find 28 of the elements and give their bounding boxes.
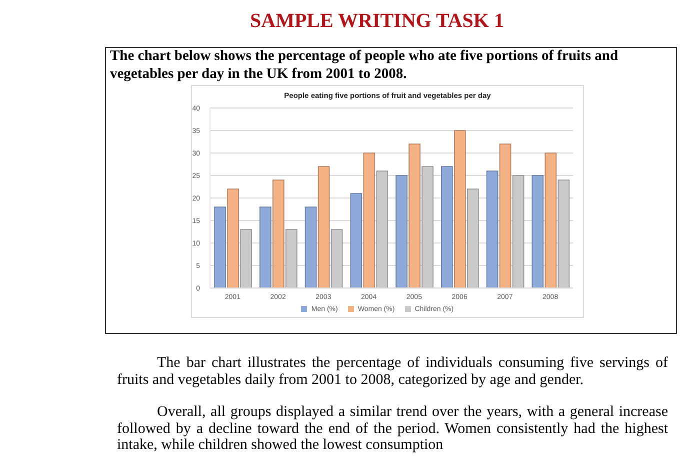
bar [350, 193, 362, 288]
bar [304, 206, 317, 288]
bar [499, 144, 512, 288]
bar [422, 166, 434, 288]
bar [272, 180, 284, 288]
text: SAMPLE WRITING TASK 1 [249, 10, 505, 33]
bar [396, 175, 408, 288]
bar [408, 144, 420, 288]
bar [512, 175, 524, 288]
bar [240, 229, 252, 288]
bar [454, 130, 466, 288]
bar [260, 206, 272, 288]
bar [363, 152, 376, 288]
text: Overall, all groups displayed a similar trend over the years, with a general increase followed by a decline toward the end of the period. Women consistently had the highest intake, while children showed the lowest consumption [117, 404, 668, 454]
bar [214, 206, 226, 288]
text: The bar chart illustrates the percentage of individuals consuming five servings of fruits and vegetables daily from 2001 to 2008, categorized by age and gender. [117, 355, 668, 388]
bar [544, 152, 557, 288]
bar [532, 175, 544, 288]
bar [227, 188, 239, 288]
bar [376, 170, 388, 288]
bar [441, 166, 453, 288]
bar [467, 188, 479, 288]
bar [330, 229, 343, 288]
bar [286, 229, 298, 288]
text: The chart below shows the percentage of people who ate five portions of fruits and vegetables per day in the UK from 2001 to 2008. [110, 47, 620, 83]
bar [486, 170, 498, 288]
bar [558, 180, 570, 288]
bar [318, 166, 330, 288]
